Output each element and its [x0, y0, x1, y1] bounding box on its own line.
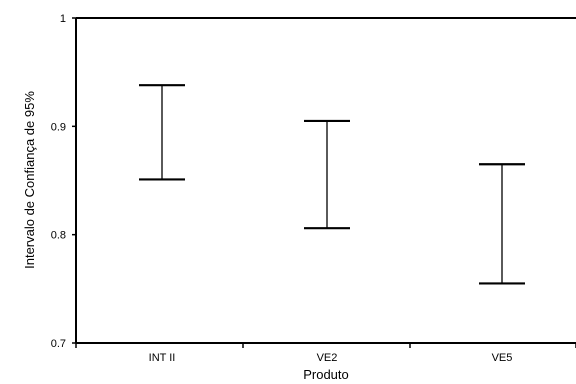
y-tick-label: 0.8	[51, 230, 66, 242]
x-tick-label: INT II	[149, 352, 176, 364]
error-bars	[139, 84, 525, 285]
error-bar	[139, 84, 185, 181]
y-tick-label: 0.7	[51, 338, 66, 350]
y-tick-label: 1	[60, 13, 66, 25]
y-axis-title: Intervalo de Confiança de 95%	[22, 91, 37, 269]
x-tick-label: VE2	[317, 352, 338, 364]
x-axis-title: Produto	[303, 367, 349, 382]
error-bar	[479, 163, 525, 285]
y-tick-label: 0.9	[51, 121, 66, 133]
plot-frame	[75, 17, 576, 344]
y-ticks: 1 0.9 0.8 0.7	[51, 13, 76, 350]
x-ticks: INT II VE2 VE5	[75, 343, 576, 364]
error-bar	[304, 119, 350, 230]
x-tick-label: VE5	[492, 352, 513, 364]
